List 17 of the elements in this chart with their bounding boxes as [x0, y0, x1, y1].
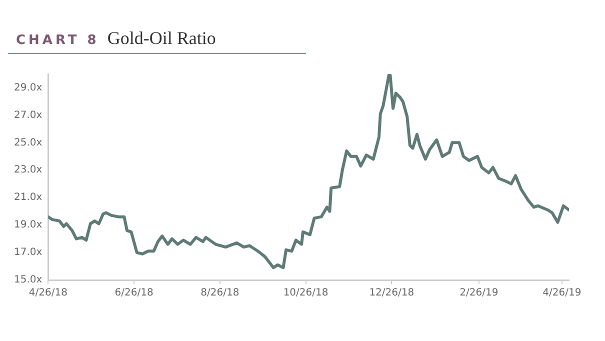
chart-title: CHART 8: [16, 33, 100, 48]
y-tick-label: 29.0x: [14, 82, 42, 94]
x-tick-label: 4/26/18: [28, 288, 68, 299]
chart-subtitle: Gold-Oil Ratio: [107, 28, 216, 49]
x-tick-label: 6/26/18: [114, 288, 154, 299]
y-tick-label: 21.0x: [14, 192, 42, 204]
x-tick-label: 8/26/18: [200, 288, 240, 299]
x-tick-label: 12/26/18: [369, 288, 414, 299]
y-tick-label: 23.0x: [14, 164, 42, 176]
y-tick-label: 17.0x: [14, 247, 42, 258]
y-tick-label: 15.0x: [14, 274, 42, 286]
y-tick-label: 25.0x: [14, 137, 42, 148]
y-tick-label: 19.0x: [14, 220, 42, 231]
y-tick-label: 27.0x: [14, 110, 42, 121]
x-tick-label: 2/26/19: [460, 288, 498, 299]
x-tick-label: 4/26/19: [542, 288, 582, 299]
x-tick-label: 10/26/18: [283, 288, 328, 299]
